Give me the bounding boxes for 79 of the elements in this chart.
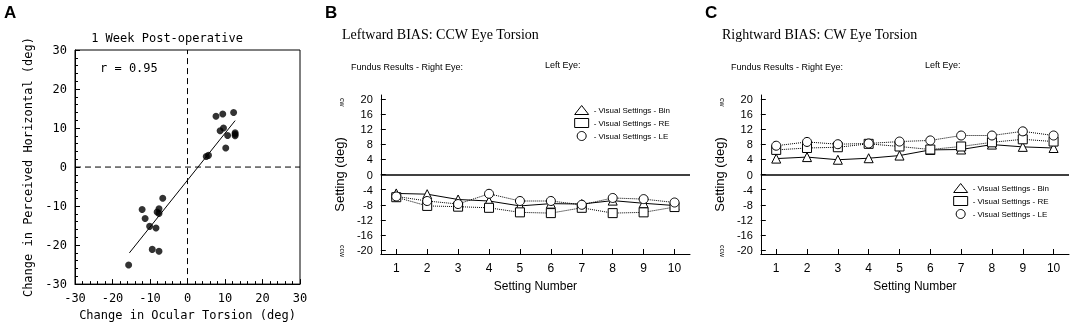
y-tick-label: -12 — [736, 213, 753, 226]
x-tick-label: 3 — [834, 261, 842, 275]
y-tick-label: -8 — [363, 198, 373, 211]
x-tick-label: 10 — [1046, 261, 1061, 275]
x-tick-label: 2 — [423, 261, 431, 275]
legend-label: - Visual Settings - Bin — [593, 105, 671, 115]
x-tick-label: 8 — [988, 261, 996, 275]
x-tick-label: 5 — [516, 261, 524, 275]
annotation: r = 0.95 — [100, 61, 158, 75]
legend-label: - Visual Settings - RE — [593, 118, 670, 128]
y-tick-label: -4 — [363, 183, 373, 196]
text: Left Eye: — [545, 59, 581, 70]
x-axis-title: Setting Number — [873, 279, 957, 293]
y-tick-label: -10 — [45, 199, 67, 214]
y-tick-label: 4 — [366, 153, 373, 166]
y-tick-label: -20 — [356, 244, 373, 257]
x-tick-label: 30 — [292, 291, 308, 306]
y-tick-label: 30 — [52, 43, 67, 57]
y-tick-label: -4 — [743, 183, 753, 196]
x-tick-label: 20 — [255, 291, 270, 306]
chart-title: Leftward BIAS: CCW Eye Torsion — [342, 26, 539, 42]
x-tick-label: 0 — [183, 291, 192, 306]
y-tick-label: -20 — [45, 238, 67, 253]
y-tick-label: 16 — [360, 107, 373, 120]
x-tick-label: 4 — [865, 261, 873, 275]
x-tick-label: 7 — [957, 261, 965, 275]
x-tick-label: 2 — [803, 261, 811, 275]
y-tick-label: -30 — [45, 277, 67, 292]
x-tick-label: 3 — [454, 261, 462, 275]
y-tick-label: 8 — [746, 138, 753, 151]
x-axis-title: Change in Ocular Torsion (deg) — [79, 308, 296, 322]
x-tick-label: 6 — [547, 261, 555, 275]
text: B — [325, 3, 338, 22]
x-axis-title: Setting Number — [493, 279, 578, 293]
text: Fundus Results - Right Eye: — [351, 61, 464, 72]
y-tick-label: -16 — [356, 229, 373, 242]
x-tick-label: 7 — [578, 261, 586, 275]
y-tick-label: 0 — [746, 168, 753, 181]
x-tick-label: -30 — [64, 291, 86, 306]
y-tick-label: -20 — [736, 244, 753, 257]
legend-label: - Visual Settings - RE — [972, 196, 1049, 206]
x-tick-label: 8 — [609, 261, 617, 275]
legend-label: - Visual Settings - LE — [972, 209, 1048, 219]
y-tick-label: -12 — [356, 213, 373, 226]
y-tick-label: 12 — [740, 123, 753, 136]
x-tick-label: 10 — [217, 291, 233, 306]
x-tick-label: -20 — [101, 291, 124, 306]
x-tick-label: 10 — [667, 261, 682, 275]
y-tick-label: 20 — [360, 92, 373, 105]
text: Fundus Results - Right Eye: — [731, 61, 844, 72]
y-tick-label: -16 — [736, 229, 753, 242]
text: A — [4, 3, 17, 22]
x-tick-label: 1 — [392, 261, 400, 275]
y-tick-label: 0 — [366, 168, 373, 181]
y-tick-label: 8 — [366, 138, 373, 151]
y-tick-label: 16 — [740, 107, 753, 120]
y-tick-label: 20 — [52, 82, 67, 97]
x-tick-label: -10 — [139, 291, 161, 306]
x-tick-label: 9 — [1019, 261, 1027, 275]
text: C — [705, 3, 718, 22]
chart-title: Rightward BIAS: CW Eye Torsion — [722, 26, 918, 42]
y-axis-title: Change in Perceived Horizontal (deg) — [21, 37, 36, 298]
y-axis-title: Setting (deg) — [712, 137, 727, 212]
y-tick-label: -8 — [743, 198, 753, 211]
x-tick-label: 5 — [896, 261, 904, 275]
x-tick-label: 6 — [926, 261, 934, 275]
x-tick-label: 9 — [640, 261, 648, 275]
y-tick-label: 12 — [360, 123, 373, 136]
x-tick-label: 4 — [485, 261, 493, 275]
chart-title: 1 Week Post-operative — [91, 31, 243, 45]
y-tick-label: 20 — [740, 92, 753, 105]
y-axis-title: Setting (deg) — [332, 137, 347, 212]
legend-label: - Visual Settings - Bin — [972, 183, 1050, 193]
y-tick-label: 0 — [59, 160, 67, 175]
text: Left Eye: — [925, 59, 961, 70]
y-tick-label: 4 — [746, 153, 753, 166]
legend-label: - Visual Settings - LE — [593, 131, 669, 141]
x-tick-label: 1 — [772, 261, 780, 275]
y-tick-label: 10 — [52, 121, 67, 136]
